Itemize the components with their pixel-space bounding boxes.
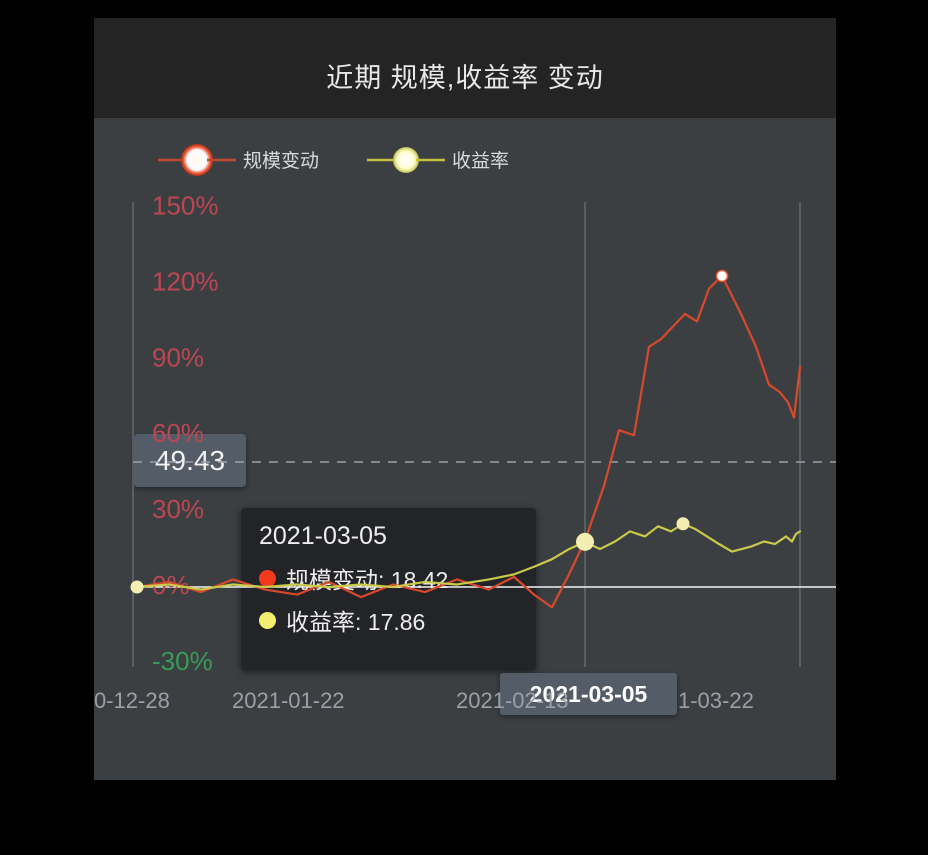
svg-text:120%: 120% xyxy=(152,266,219,296)
svg-text:90%: 90% xyxy=(152,342,204,372)
svg-text:2021-01-22: 2021-01-22 xyxy=(232,688,345,713)
svg-text:1-03-22: 1-03-22 xyxy=(678,688,754,713)
svg-text:60%: 60% xyxy=(152,418,204,448)
svg-text:30%: 30% xyxy=(152,494,204,524)
svg-text:-30%: -30% xyxy=(152,646,213,676)
svg-text:150%: 150% xyxy=(152,191,219,221)
svg-text:2021-02-13: 2021-02-13 xyxy=(456,688,569,713)
svg-text:0-12-28: 0-12-28 xyxy=(94,688,170,713)
